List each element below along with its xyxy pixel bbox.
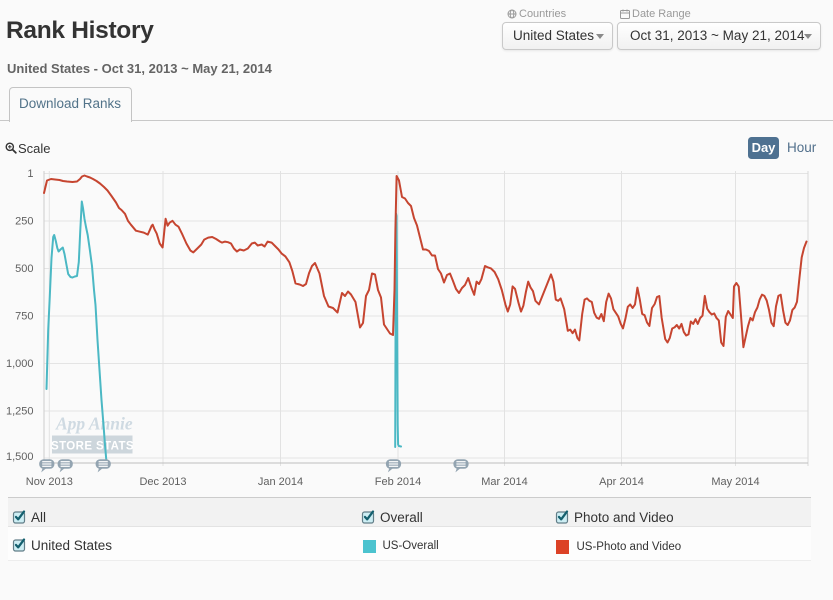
svg-text:Nov 2013: Nov 2013 [26, 476, 73, 488]
svg-text:1,500: 1,500 [6, 451, 34, 463]
svg-text:500: 500 [15, 263, 33, 275]
svg-text:May 2014: May 2014 [711, 476, 759, 488]
svg-text:Dec 2013: Dec 2013 [139, 476, 186, 488]
svg-text:Mar 2014: Mar 2014 [481, 476, 527, 488]
svg-text:App Annie: App Annie [55, 414, 133, 434]
svg-text:Jan 2014: Jan 2014 [258, 476, 303, 488]
svg-text:750: 750 [15, 311, 33, 323]
svg-text:Apr 2014: Apr 2014 [599, 476, 644, 488]
svg-text:1: 1 [27, 168, 33, 180]
svg-text:Feb 2014: Feb 2014 [375, 476, 421, 488]
svg-text:STORE STATS: STORE STATS [51, 441, 134, 453]
svg-text:1,000: 1,000 [6, 358, 34, 370]
svg-text:250: 250 [15, 216, 33, 228]
svg-text:1,250: 1,250 [6, 406, 34, 418]
